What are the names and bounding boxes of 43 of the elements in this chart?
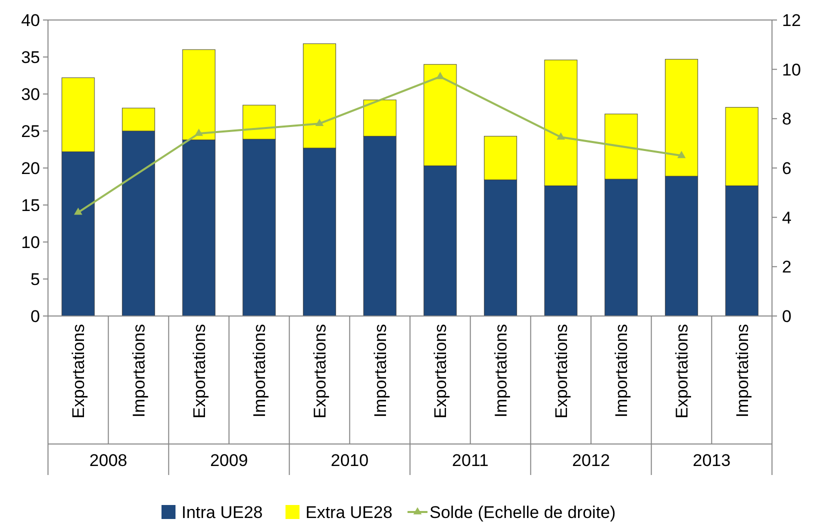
y2-tick-label: 4	[782, 208, 792, 228]
text: 2010	[330, 451, 369, 470]
y-tick-label: 20	[21, 158, 40, 178]
x-tick-label: Exportations	[552, 324, 571, 418]
y-tick-label: 10	[21, 232, 40, 252]
text: 2008	[89, 451, 128, 470]
legend-label: Solde (Echelle de droite)	[430, 502, 616, 522]
point	[556, 132, 565, 140]
x-tick-label: Importations	[130, 324, 148, 418]
text: 2012	[572, 451, 610, 470]
x-tick-label: Exportations	[672, 324, 692, 418]
point	[74, 208, 82, 215]
x-tick-label: Importations	[370, 324, 390, 418]
y2-tick-label: 0	[782, 306, 792, 326]
point	[436, 72, 444, 80]
x-tick-label: Exportations	[431, 324, 450, 418]
y-tick-label: 0	[30, 306, 40, 326]
y2-tick-label: 8	[782, 110, 792, 129]
point	[194, 128, 203, 136]
y-tick-label: 25	[21, 122, 40, 141]
x-tick-label: Importations	[612, 324, 632, 418]
text: 2009	[210, 451, 248, 470]
point	[677, 150, 686, 158]
y-tick-label: 15	[21, 196, 40, 215]
y2-tick-label: 2	[782, 258, 792, 277]
x-tick-label: Importations	[492, 324, 510, 418]
y-tick-label: 5	[30, 270, 40, 289]
y-tick-label: 40	[21, 10, 40, 30]
y-tick-label: 35	[21, 48, 40, 67]
x-tick-label: Exportations	[69, 324, 88, 418]
y2-tick-label: 10	[782, 60, 801, 80]
x-tick-label: Importations	[250, 324, 270, 418]
y2-tick-label: 12	[782, 10, 801, 30]
text: 2013	[692, 451, 731, 470]
y-tick-label: 30	[21, 84, 40, 104]
x-tick-label: Exportations	[310, 324, 330, 418]
text: 2011	[452, 451, 489, 470]
legend-label: Intra UE28	[182, 502, 263, 522]
x-tick-label: Importations	[732, 324, 752, 418]
x-tick-label: Exportations	[190, 324, 209, 418]
legend-label: Extra UE28	[306, 502, 392, 522]
point	[315, 118, 324, 126]
y2-tick-label: 6	[782, 158, 792, 178]
